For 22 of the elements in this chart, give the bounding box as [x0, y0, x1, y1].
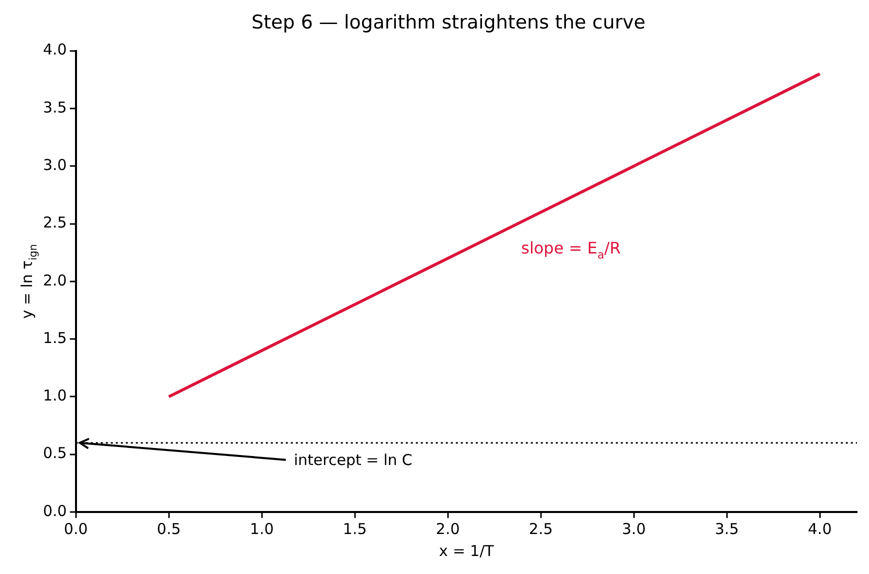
y-tick-label: 2.0: [42, 271, 67, 290]
x-tick-label: 3.5: [714, 520, 739, 538]
x-tick-label: 1.0: [250, 520, 274, 538]
x-tick-label: 1.5: [342, 520, 367, 538]
y-tick-label: 1.0: [42, 386, 67, 405]
x-axis-title: x = 1/T: [439, 542, 495, 560]
y-tick-label: 0.0: [42, 502, 67, 520]
y-tick-label: 3.0: [42, 156, 67, 174]
y-tick-label: 1.5: [42, 328, 67, 347]
annotation: intercept = ln C: [294, 450, 412, 469]
y-axis-title: y = ln τign: [18, 244, 40, 319]
y-tick-label: 2.5: [42, 214, 67, 232]
y-tick-label: 3.5: [42, 98, 67, 116]
x-tick-label: 4.0: [808, 520, 832, 538]
x-tick-label: 0.5: [156, 520, 181, 538]
y-tick-label: 4.0: [42, 40, 67, 59]
x-tick-label: 2.0: [436, 520, 460, 538]
chart-title: Step 6 — logarithm straightens the curve: [252, 11, 646, 34]
y-tick-label: 0.5: [42, 444, 67, 462]
x-tick-label: 3.0: [622, 520, 646, 538]
x-tick-label: 2.5: [528, 520, 553, 538]
x-tick-label: 0.0: [64, 520, 88, 538]
